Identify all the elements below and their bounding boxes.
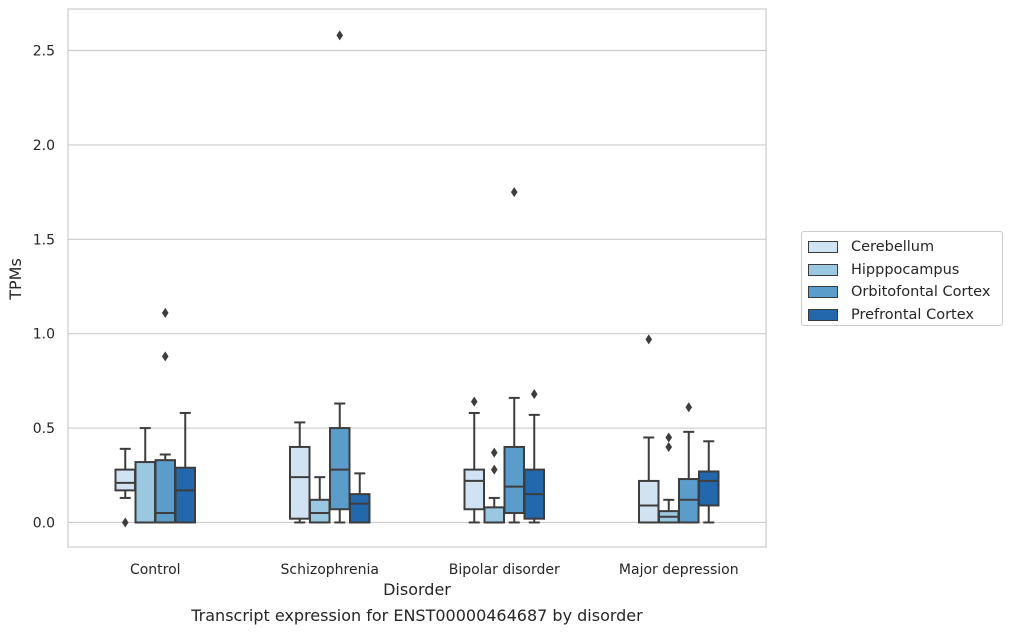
box-iqr xyxy=(698,470,720,507)
outlier-point xyxy=(510,187,518,198)
legend-label: Hipppocampus xyxy=(851,261,960,278)
box-orbitofontal-cortex xyxy=(154,307,176,524)
box-iqr xyxy=(174,466,196,524)
y-tick-label: 1.5 xyxy=(33,232,55,248)
box-groups xyxy=(114,30,720,528)
box-prefrontal-cortex xyxy=(698,440,720,524)
x-axis-ticks: Control Schizophrenia Bipolar disorder Majo… xyxy=(130,562,739,578)
box-iqr xyxy=(638,479,660,524)
box-cerebellum xyxy=(114,447,136,528)
box-hipppocampus xyxy=(309,476,331,524)
box-iqr xyxy=(114,468,136,492)
box-hipppocampus xyxy=(134,427,156,524)
plot-area-frame xyxy=(67,8,767,548)
outlier-point xyxy=(161,351,169,362)
y-tick-label: 0.0 xyxy=(33,515,55,531)
x-tick-label: Control xyxy=(130,562,181,578)
legend-item: Cerebellum xyxy=(808,236,1002,259)
outlier-point xyxy=(161,307,169,318)
y-tick-label: 2.0 xyxy=(33,138,55,154)
y-axis-label: TPMs xyxy=(6,258,25,301)
legend-item: Orbitofontal Cortex xyxy=(808,281,1002,304)
y-axis-ticks: 0.0 0.5 1.0 1.5 2.0 2.5 xyxy=(33,44,55,532)
outlier-point xyxy=(470,396,478,407)
box-cerebellum xyxy=(289,421,311,524)
box-orbitofontal-cortex xyxy=(329,30,351,524)
legend-label: Cerebellum xyxy=(851,239,935,256)
y-tick-label: 1.0 xyxy=(33,327,55,343)
x-tick-label: Bipolar disorder xyxy=(449,562,560,578)
box-orbitofontal-cortex xyxy=(678,402,700,524)
box-cerebellum xyxy=(638,334,660,524)
box-iqr xyxy=(309,498,331,524)
box-cerebellum xyxy=(463,396,485,524)
legend-swatch xyxy=(808,263,838,276)
legend-swatch xyxy=(808,308,838,321)
box-prefrontal-cortex xyxy=(349,472,371,524)
box-iqr xyxy=(483,506,505,524)
box-hipppocampus xyxy=(658,432,680,524)
x-tick-label: Schizophrenia xyxy=(281,562,379,578)
legend-swatch xyxy=(808,286,838,299)
legend-label: Prefrontal Cortex xyxy=(851,306,974,323)
box-prefrontal-cortex xyxy=(523,389,545,524)
box-iqr xyxy=(463,468,485,511)
box-iqr xyxy=(289,445,311,520)
box-orbitofontal-cortex xyxy=(503,187,525,524)
grid-lines xyxy=(68,49,766,524)
box-hipppocampus xyxy=(483,447,505,524)
y-tick-label: 0.5 xyxy=(33,421,55,437)
x-axis-label: Disorder xyxy=(383,580,451,599)
outlier-point xyxy=(490,464,498,475)
legend-item: Prefrontal Cortex xyxy=(808,304,1002,327)
outlier-point xyxy=(685,402,693,413)
box-iqr xyxy=(134,461,156,524)
outlier-point xyxy=(490,447,498,458)
box-iqr xyxy=(503,445,525,515)
box-iqr xyxy=(349,493,371,524)
y-tick-label: 2.5 xyxy=(33,44,55,60)
outlier-point xyxy=(665,441,673,452)
x-tick-label: Major depression xyxy=(619,562,739,578)
outlier-point xyxy=(121,517,129,528)
outlier-point xyxy=(530,389,538,400)
outlier-point xyxy=(665,432,673,443)
chart-caption: Transcript expression for ENST0000046468… xyxy=(191,606,643,625)
chart-legend: Cerebellum Hipppocampus Orbitofontal Corte… xyxy=(801,231,1003,326)
legend-item: Hipppocampus xyxy=(808,259,1002,282)
box-prefrontal-cortex xyxy=(174,411,196,524)
outlier-point xyxy=(645,334,653,345)
outlier-point xyxy=(336,30,344,41)
legend-swatch xyxy=(808,241,838,254)
legend-label: Orbitofontal Cortex xyxy=(851,284,991,301)
